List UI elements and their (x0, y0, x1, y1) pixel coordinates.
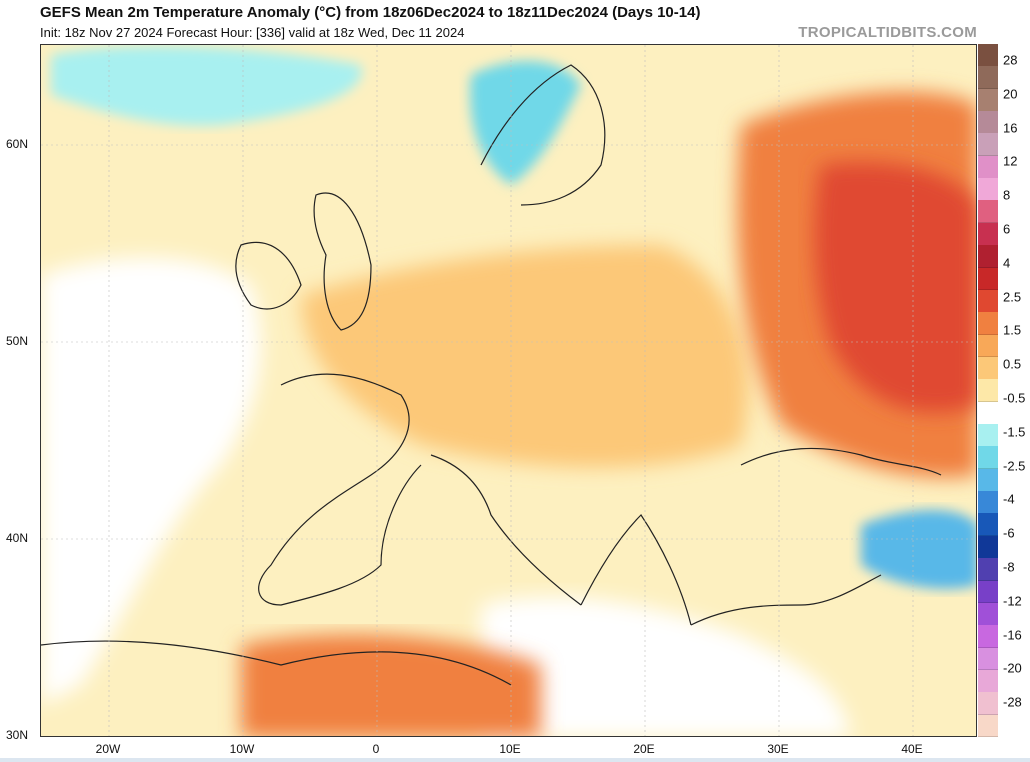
colorbar-swatch (978, 267, 998, 291)
colorbar-label: -1.5 (1003, 424, 1026, 440)
colorbar-swatch (978, 178, 998, 201)
lon-label-0: 0 (372, 742, 380, 756)
lat-label-40n: 40N (6, 531, 29, 545)
neutral-mediterranean-region (481, 596, 851, 736)
colorbar-label: 0.5 (1003, 356, 1022, 372)
colorbar-swatch (978, 647, 998, 671)
colorbar-swatch (978, 312, 998, 336)
lon-label-20w: 20W (95, 742, 121, 756)
lon-label-10e: 10E (499, 742, 521, 756)
colorbar-swatch (978, 334, 998, 358)
chart-subtitle: Init: 18z Nov 27 2024 Forecast Hour: [33… (40, 25, 465, 40)
colorbar-swatch (978, 714, 998, 738)
colorbar-label: 6 (1003, 221, 1011, 237)
colorbar-swatch (978, 379, 998, 403)
colorbar-label: -0.5 (1003, 390, 1026, 406)
lon-label-40e: 40E (901, 742, 923, 756)
colorbar-legend: 28 20 16 12 8 6 4 2.5 1.5 0.5 -0.5 -1.5 -2.5 -4 -6 -8 -1… (978, 44, 1030, 738)
lat-label-30n: 30N (6, 728, 29, 742)
colorbar-swatch (978, 289, 998, 313)
brand-watermark: TROPICALTIDBITS.COM (798, 24, 977, 41)
colorbar-label: -16 (1003, 627, 1022, 643)
colorbar-swatch (978, 625, 998, 649)
colorbar-label: 8 (1003, 187, 1011, 203)
lon-label-10w: 10W (229, 742, 255, 756)
bottom-strip (0, 758, 1030, 762)
neutral-atlantic-region (41, 257, 261, 705)
colorbar-swatch (978, 245, 998, 269)
colorbar-label: -2.5 (1003, 458, 1026, 474)
graticule (41, 45, 976, 736)
colorbar-label: -8 (1003, 559, 1015, 575)
colorbar-label: 20 (1003, 86, 1018, 102)
cold-anomaly-scandinavia (470, 61, 581, 185)
colorbar-swatch (978, 424, 998, 447)
cold-anomaly-iceland (51, 46, 362, 126)
map-panel (40, 44, 977, 737)
cold-anomaly-turkey (861, 510, 976, 589)
colorbar-swatch (978, 200, 998, 224)
lat-label-50n: 50N (6, 334, 29, 348)
colorbar-label: -28 (1003, 694, 1022, 710)
lon-label-20e: 20E (633, 742, 655, 756)
warm-anomaly-central-europe (301, 245, 749, 468)
colorbar-label: 1.5 (1003, 322, 1022, 338)
colorbar-swatch (978, 401, 998, 425)
colorbar-swatch (978, 356, 998, 380)
colorbar-swatch (978, 222, 998, 246)
colorbar-swatch (978, 513, 998, 537)
colorbar-label: 12 (1003, 153, 1018, 169)
colorbar-swatch (978, 88, 998, 112)
colorbar-swatch (978, 66, 998, 90)
colorbar-label: -20 (1003, 660, 1022, 676)
coastlines (41, 64, 942, 686)
colorbar-swatch (978, 111, 998, 134)
colorbar-swatch (978, 468, 998, 492)
colorbar-label: 4 (1003, 255, 1011, 271)
lon-label-30e: 30E (767, 742, 789, 756)
lat-label-60n: 60N (6, 137, 29, 151)
colorbar-swatch (978, 692, 998, 716)
colorbar-label: -12 (1003, 593, 1022, 609)
temperature-anomaly-map (41, 45, 976, 736)
colorbar-swatch (978, 580, 998, 604)
colorbar-swatch (978, 669, 998, 693)
colorbar-label: -6 (1003, 525, 1015, 541)
colorbar-label: -4 (1003, 491, 1015, 507)
colorbar-swatch (978, 133, 998, 157)
colorbar-swatch (978, 535, 998, 559)
colorbar-swatch (978, 446, 998, 470)
colorbar-swatch (978, 602, 998, 626)
warm-anomaly-north-africa (241, 634, 541, 736)
colorbar-swatch (978, 558, 998, 581)
colorbar-label: 28 (1003, 52, 1018, 68)
colorbar-label: 16 (1003, 120, 1018, 136)
colorbar-swatch (978, 44, 998, 67)
chart-title: GEFS Mean 2m Temperature Anomaly (°C) fr… (40, 4, 701, 21)
colorbar-swatch (978, 155, 998, 179)
strong-warm-anomaly-russia (814, 162, 976, 413)
colorbar-label: 2.5 (1003, 289, 1022, 305)
colorbar-swatch (978, 491, 998, 514)
